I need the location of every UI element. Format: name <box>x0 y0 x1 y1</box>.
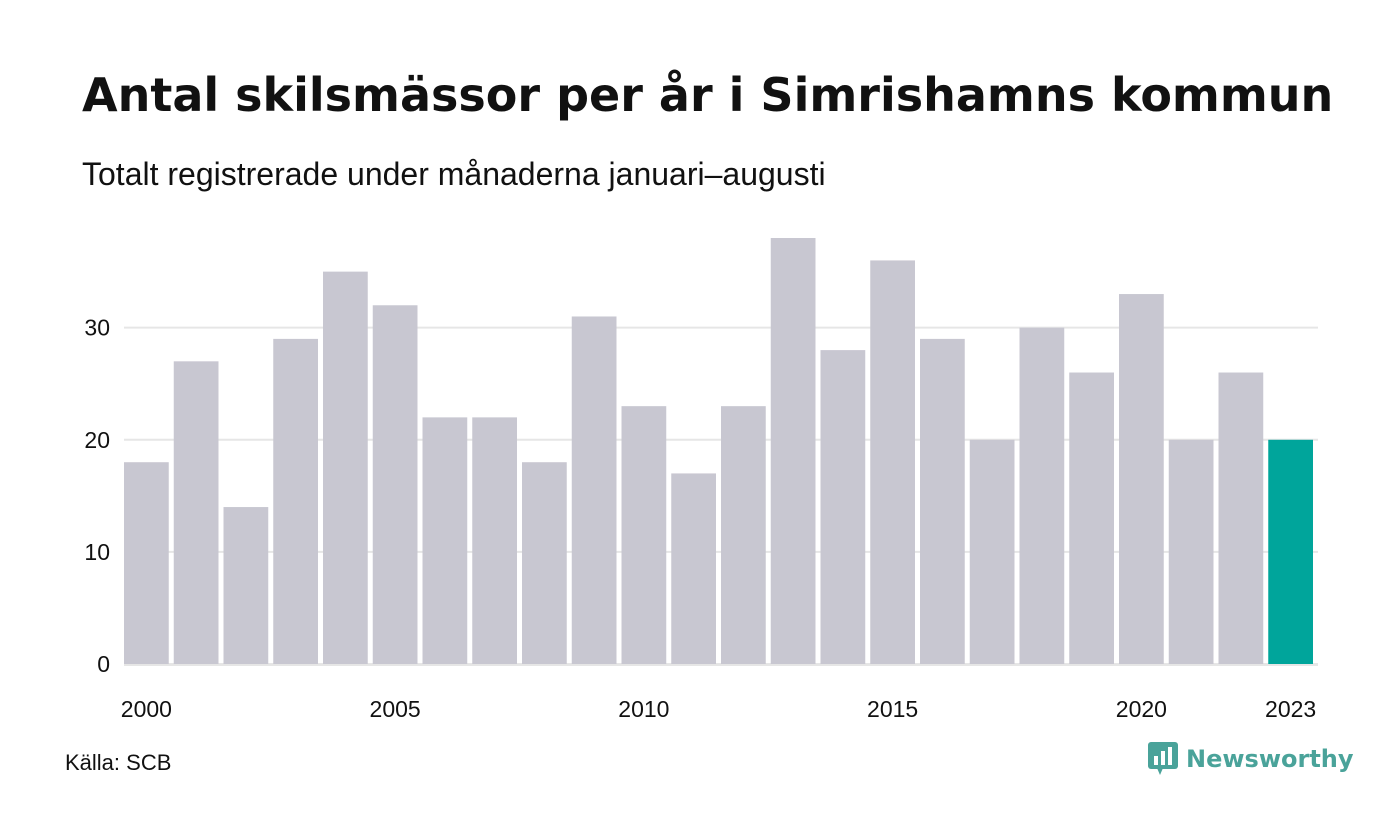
bar-2018 <box>1019 327 1065 664</box>
bar-2023 <box>1268 439 1313 664</box>
x-tick-label: 2023 <box>1265 696 1316 722</box>
bar-2012 <box>721 406 766 664</box>
y-tick-label: 0 <box>97 651 110 677</box>
bar-2005 <box>372 305 418 664</box>
newsworthy-logo-icon <box>1148 742 1178 775</box>
y-axis-ticks: 0 10 20 30 <box>84 315 110 677</box>
y-tick-label: 30 <box>84 315 110 341</box>
bar-2006 <box>422 417 468 664</box>
x-tick-label: 2000 <box>121 696 172 722</box>
bar-2010 <box>621 406 667 664</box>
bar-2021 <box>1168 439 1214 664</box>
bar-2015 <box>870 260 915 664</box>
bar-2020 <box>1119 294 1164 664</box>
bar-2022 <box>1218 372 1264 664</box>
bar-2011 <box>671 473 716 664</box>
y-tick-label: 20 <box>84 427 110 453</box>
chart-title: Antal skilsmässor per år i Simrishamns k… <box>82 68 1334 122</box>
chart-subtitle: Totalt registrerade under månaderna janu… <box>82 156 826 192</box>
bar-2009 <box>571 316 617 664</box>
x-axis-ticks: 2000 2005 2010 2015 2020 2023 <box>121 696 1316 722</box>
bar-2003 <box>273 338 318 664</box>
y-tick-label: 10 <box>84 539 110 565</box>
bars <box>124 238 1313 664</box>
x-tick-label: 2005 <box>370 696 421 722</box>
x-tick-label: 2020 <box>1116 696 1167 722</box>
bar-2017 <box>969 439 1015 664</box>
bar-2004 <box>323 271 368 664</box>
x-tick-label: 2010 <box>618 696 669 722</box>
brand-name: Newsworthy <box>1186 745 1354 773</box>
source-note: Källa: SCB <box>65 750 172 775</box>
x-tick-label: 2015 <box>867 696 918 722</box>
bar-2000 <box>124 462 169 664</box>
bar-2008 <box>522 462 567 664</box>
bar-2013 <box>770 238 816 664</box>
bar-2014 <box>820 350 866 664</box>
bar-2001 <box>173 361 219 664</box>
bar-2007 <box>472 417 517 664</box>
newsworthy-logo: Newsworthy <box>1148 742 1354 776</box>
bar-2016 <box>920 338 965 664</box>
bar-2019 <box>1069 372 1114 664</box>
bar-2002 <box>223 507 269 664</box>
